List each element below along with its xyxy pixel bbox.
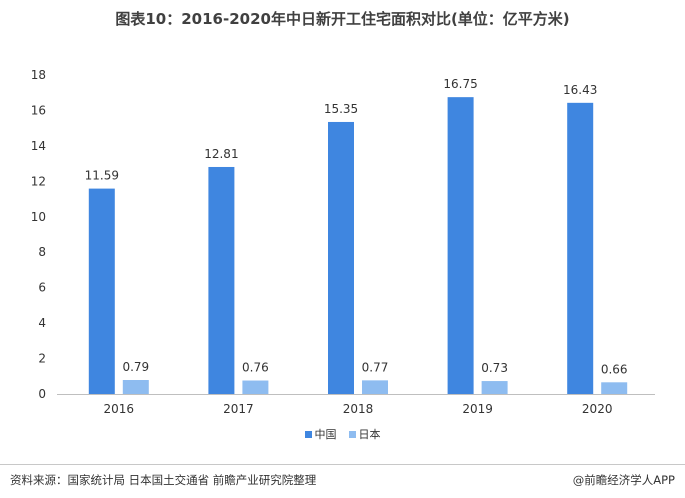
bar-japan-2018	[362, 380, 388, 394]
legend-label-china: 中国	[314, 428, 337, 441]
data-label-japan-2020: 0.66	[601, 362, 628, 376]
source-text: 资料来源：国家统计局 日本国土交通省 前瞻产业研究院整理	[10, 473, 317, 487]
y-tick-label: 4	[38, 316, 46, 330]
legend-item-china: 中国	[304, 426, 337, 442]
y-tick-label: 2	[38, 352, 46, 366]
bar-china-2016	[88, 188, 115, 394]
x-tick-label: 2018	[343, 402, 374, 416]
data-label-china-2016: 11.59	[85, 169, 119, 183]
data-label-china-2017: 12.81	[204, 147, 238, 161]
bar-china-2018	[328, 121, 354, 394]
legend-swatch-china	[304, 430, 312, 438]
credit-text: @前瞻经济学人APP	[572, 473, 675, 487]
chart-title: 图表10：2016-2020年中日新开工住宅面积对比(单位：亿平方米)	[115, 10, 570, 28]
x-tick-label: 2017	[223, 402, 254, 416]
y-tick-label: 16	[31, 103, 46, 117]
data-label-china-2019: 16.75	[443, 77, 477, 91]
legend-swatch-japan	[348, 430, 356, 438]
bar-china-2020	[567, 102, 594, 395]
legend: 中国 日本	[0, 426, 685, 442]
legend-label-japan: 日本	[358, 428, 381, 441]
y-tick-label: 18	[31, 68, 46, 82]
data-label-japan-2018: 0.77	[362, 360, 389, 374]
y-tick-label: 10	[31, 210, 46, 224]
footer-divider	[0, 464, 685, 465]
bar-japan-2016	[122, 379, 149, 394]
y-tick-label: 12	[31, 174, 46, 188]
data-label-japan-2019: 0.73	[481, 361, 508, 375]
data-label-japan-2017: 0.76	[242, 361, 269, 375]
bar-japan-2019	[481, 381, 508, 394]
bar-japan-2020	[601, 382, 628, 394]
data-label-china-2020: 16.43	[563, 83, 597, 97]
y-tick-label: 6	[38, 281, 46, 295]
y-tick-label: 14	[31, 139, 46, 153]
x-tick-label: 2020	[582, 402, 613, 416]
bar-china-2019	[447, 97, 474, 395]
y-tick-label: 8	[38, 245, 46, 259]
x-tick-label: 2016	[104, 402, 135, 416]
bar-china-2017	[208, 166, 235, 394]
legend-item-japan: 日本	[348, 426, 381, 442]
bar-japan-2017	[242, 380, 269, 394]
x-tick-label: 2019	[462, 402, 493, 416]
data-label-japan-2016: 0.79	[122, 360, 149, 374]
y-tick-label: 0	[38, 387, 46, 401]
data-label-china-2018: 15.35	[324, 102, 358, 116]
